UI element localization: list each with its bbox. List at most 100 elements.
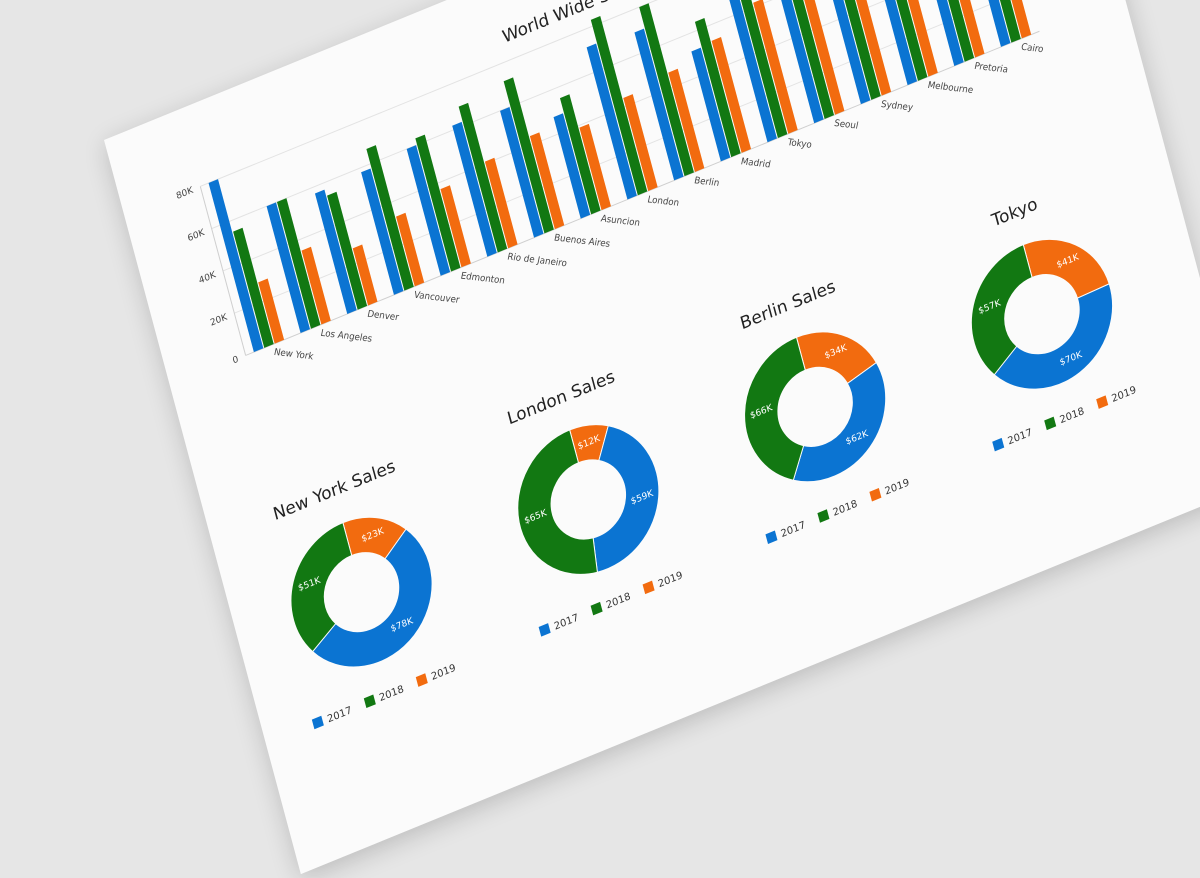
bar-2017-edmonton[interactable]	[406, 145, 451, 276]
dashboard-card: World Wide Sales 2017 2018 0 20K 40K 60K 80K New…	[104, 0, 1200, 875]
category-label: Pretoria	[973, 62, 1009, 76]
category-label: Denver	[366, 309, 400, 323]
bar-2017-new-york[interactable]	[208, 179, 264, 353]
bar-2017-rio-de-janeiro[interactable]	[452, 121, 497, 257]
bar-2018-asuncion[interactable]	[559, 94, 601, 215]
bar-2017-pretoria[interactable]	[927, 0, 964, 66]
bar-2017-sydney[interactable]	[822, 0, 871, 105]
legend-label-2018: 2018	[1059, 406, 1086, 426]
bar-2019-pretoria[interactable]	[956, 0, 985, 58]
bar-2019-buenos-aires[interactable]	[529, 132, 565, 230]
legend-label-2019: 2019	[884, 477, 911, 497]
donut-slice-2017[interactable]	[984, 283, 1129, 407]
legend-label-2019: 2019	[1111, 385, 1138, 405]
bar-2018-cairo[interactable]	[983, 0, 1021, 43]
bar-2018-berlin[interactable]	[639, 3, 694, 177]
bar-2018-madrid[interactable]	[694, 18, 741, 158]
y-axis-line	[199, 186, 247, 356]
bar-2019-cairo[interactable]	[1003, 0, 1032, 39]
category-label: Tokyo	[786, 138, 814, 151]
bar-2019-rio-de-janeiro[interactable]	[484, 157, 518, 249]
legend-label-2017: 2017	[1007, 427, 1034, 447]
legend-label-2018: 2018	[605, 591, 632, 611]
category-label: Cairo	[1020, 42, 1045, 55]
legend-swatch-2019[interactable]	[415, 673, 428, 687]
bar-2017-melbourne[interactable]	[875, 0, 918, 86]
bar-2018-london[interactable]	[590, 16, 648, 196]
bar-2019-los-angeles[interactable]	[301, 246, 331, 325]
bar-2019-seoul[interactable]	[798, 0, 845, 115]
bar-2017-asuncion[interactable]	[553, 113, 591, 219]
y-tick-label: 80K	[175, 185, 195, 202]
donut-title: London Sales	[505, 367, 617, 430]
category-label: Asuncion	[600, 214, 641, 229]
donut-slice-2017[interactable]	[773, 361, 902, 492]
bar-2018-denver[interactable]	[327, 191, 368, 310]
legend-swatch-2019[interactable]	[869, 488, 882, 502]
donut-title: Tokyo	[989, 194, 1040, 232]
bar-2017-tokyo[interactable]	[725, 0, 777, 143]
bar-2018-vancouver[interactable]	[366, 145, 414, 291]
donut-slice-2018[interactable]	[728, 336, 830, 492]
legend-swatch-2019[interactable]	[642, 580, 655, 595]
bar-2017-denver[interactable]	[314, 189, 357, 314]
bar-2019-madrid[interactable]	[711, 37, 752, 153]
donut-slice-2018[interactable]	[955, 243, 1052, 379]
donut-slice-2018[interactable]	[502, 429, 607, 596]
legend-swatch-2018[interactable]	[590, 601, 603, 616]
bar-2017-vancouver[interactable]	[361, 168, 404, 295]
bar-2018-rio-de-janeiro[interactable]	[458, 102, 508, 253]
bar-2017-seoul[interactable]	[780, 0, 824, 124]
category-label: Vancouver	[413, 290, 461, 306]
legend-label-2018: 2018	[832, 499, 859, 519]
bar-2019-sydney[interactable]	[854, 0, 892, 96]
bar-2017-buenos-aires[interactable]	[500, 107, 544, 238]
bar-2019-tokyo[interactable]	[753, 0, 798, 134]
legend-swatch-2019[interactable]	[1096, 395, 1109, 409]
donut-slice-2018[interactable]	[275, 521, 371, 656]
bar-2017-los-angeles[interactable]	[266, 202, 311, 334]
legend-label-2018: 2018	[378, 684, 405, 704]
legend-label-2017: 2017	[326, 705, 353, 725]
legend-swatch-2018[interactable]	[817, 509, 830, 523]
bar-2019-asuncion[interactable]	[579, 123, 611, 211]
bar-2019-denver[interactable]	[352, 244, 378, 306]
category-label: Seoul	[833, 119, 859, 132]
bar-chart-title: World Wide Sales	[500, 0, 644, 48]
bar-2019-melbourne[interactable]	[905, 0, 938, 77]
bar-2019-berlin[interactable]	[668, 68, 705, 172]
bar-2018-new-york[interactable]	[233, 227, 274, 348]
bar-2017-madrid[interactable]	[691, 47, 731, 162]
bar-2018-los-angeles[interactable]	[276, 198, 321, 329]
legend-swatch-2017[interactable]	[765, 530, 778, 544]
legend-label-2017: 2017	[780, 520, 807, 540]
bar-2018-sydney[interactable]	[833, 0, 881, 100]
legend-swatch-2018[interactable]	[1044, 416, 1057, 431]
legend-swatch-2017[interactable]	[311, 715, 324, 730]
bar-2019-edmonton[interactable]	[440, 185, 471, 268]
bar-2018-pretoria[interactable]	[936, 0, 975, 62]
legend-swatch-2017[interactable]	[992, 437, 1005, 452]
bar-2019-vancouver[interactable]	[396, 212, 425, 287]
donut-slice-2017[interactable]	[563, 413, 675, 573]
dashboard-stage: World Wide Sales 2017 2018 0 20K 40K 60K 80K New…	[104, 0, 1200, 875]
category-label: Edmonton	[460, 271, 506, 286]
category-label: Melbourne	[927, 81, 975, 97]
bar-2018-tokyo[interactable]	[734, 0, 788, 139]
bar-2017-cairo[interactable]	[974, 0, 1011, 47]
bar-2018-buenos-aires[interactable]	[503, 77, 554, 234]
bar-2017-london[interactable]	[586, 43, 637, 200]
category-label: New York	[273, 348, 315, 363]
bar-2019-new-york[interactable]	[258, 278, 285, 344]
bar-2018-seoul[interactable]	[779, 0, 835, 119]
bar-2017-berlin[interactable]	[634, 28, 684, 181]
legend-label-2019: 2019	[657, 570, 684, 590]
legend-label-2019: 2019	[430, 663, 457, 683]
legend-swatch-2018[interactable]	[363, 694, 376, 709]
bar-2018-edmonton[interactable]	[415, 134, 461, 272]
bar-2018-melbourne[interactable]	[883, 0, 928, 81]
bar-2019-london[interactable]	[623, 94, 658, 192]
